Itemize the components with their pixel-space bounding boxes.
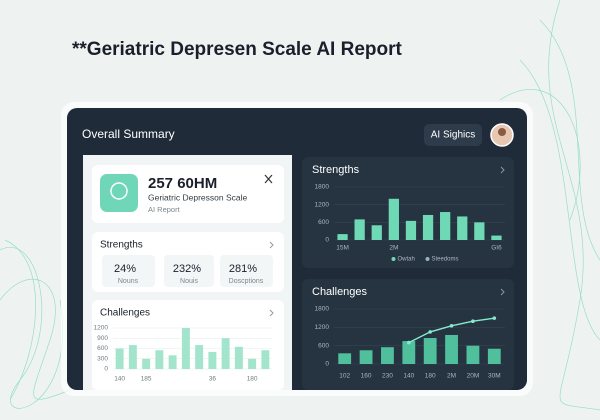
y-tick-label: 0	[325, 361, 329, 368]
bar	[195, 345, 204, 369]
x-tick-label: 230	[382, 373, 393, 380]
stat-label: Nouis	[180, 278, 198, 285]
bar	[354, 219, 365, 240]
x-tick-label: 180	[247, 376, 258, 383]
chevron[interactable]	[269, 241, 274, 249]
legend-label: Owtah	[398, 257, 415, 263]
bar	[422, 214, 434, 240]
stat-value: 232%	[173, 263, 201, 275]
summary-name: Geriatric Depresson Scale	[148, 192, 247, 202]
decor-waves	[0, 0, 600, 411]
y-tick-label: 600	[318, 219, 329, 226]
line-point	[407, 340, 411, 345]
chevron[interactable]	[500, 166, 505, 174]
stat-box	[102, 255, 155, 287]
line-point	[471, 319, 475, 324]
bar	[115, 348, 124, 369]
bar	[371, 225, 382, 240]
bar	[381, 347, 394, 364]
summary-card	[92, 165, 284, 223]
bar	[128, 345, 137, 369]
bar	[457, 216, 468, 240]
line-point	[428, 330, 432, 334]
bar	[405, 220, 417, 240]
y-tick-label: 900	[97, 335, 108, 342]
strengths-card-title: Strengths	[100, 240, 143, 251]
bar	[402, 341, 416, 364]
bar	[337, 234, 348, 240]
x-tick-label: 20M	[467, 373, 480, 380]
x-tick-label: 36	[209, 376, 217, 383]
bar	[155, 350, 164, 369]
line-point	[492, 316, 497, 320]
chevron[interactable]	[500, 288, 505, 296]
avatar-head	[498, 128, 506, 136]
chevron[interactable]	[269, 309, 274, 317]
bar	[359, 350, 373, 364]
stat-value: 24%	[114, 263, 136, 275]
x-tick-label: 15M	[336, 245, 349, 252]
bar	[168, 355, 177, 369]
y-tick-label: 0	[104, 366, 108, 373]
y-tick-label: 600	[318, 342, 329, 349]
bar	[487, 348, 501, 364]
bar	[440, 212, 451, 240]
summary-icon	[100, 174, 138, 212]
x-tick-label: 2M	[389, 245, 398, 252]
summary-sub: AI Report	[148, 205, 181, 214]
x-tick-label: 185	[141, 376, 152, 383]
x-tick-label: 102	[339, 373, 350, 380]
bar	[261, 350, 270, 369]
x-tick-label: 180	[425, 373, 436, 380]
stat-box	[164, 255, 214, 287]
ai-button[interactable]	[424, 124, 482, 146]
legend-swatch	[425, 257, 430, 261]
bar	[221, 338, 230, 369]
x-tick-label: 2M	[447, 373, 456, 380]
stat-value: 281%	[229, 263, 257, 275]
line-point	[449, 324, 454, 328]
stat-label: Nouns	[118, 278, 139, 285]
close-icon[interactable]	[264, 174, 273, 184]
summary-value: 257 60HM	[148, 175, 217, 192]
y-tick-label: 0	[325, 237, 329, 244]
ai-button-label[interactable]: AI Sighics	[431, 130, 475, 141]
legend-swatch	[391, 257, 396, 261]
y-tick-label: 1200	[315, 324, 330, 331]
y-tick-label: 600	[97, 345, 108, 352]
challenges-panel	[302, 279, 514, 390]
bar	[423, 338, 437, 364]
panel-title: Overall Summary	[82, 127, 175, 141]
bar	[466, 345, 480, 364]
bar	[388, 198, 399, 240]
bar	[445, 334, 458, 364]
bar	[181, 328, 190, 369]
legend-label: Steedoms	[432, 257, 459, 263]
bar	[208, 351, 217, 369]
page-title: **Geriatric Depresen Scale AI Report	[72, 39, 402, 60]
x-tick-label: 160	[361, 373, 372, 380]
bar	[474, 222, 485, 240]
y-tick-label: 1200	[315, 201, 330, 208]
chart-title: Challenges	[312, 286, 368, 298]
chart-title: Challenges	[100, 308, 150, 319]
x-tick-label: GI6	[491, 245, 502, 252]
x-tick-label: 140	[403, 373, 414, 380]
y-tick-label: 1200	[94, 325, 109, 332]
stat-box	[220, 255, 273, 287]
stat-label: Doscptions	[229, 278, 264, 285]
y-tick-label: 300	[97, 355, 108, 362]
y-tick-label: 1800	[315, 306, 330, 313]
chart-title: Strengths	[312, 164, 360, 176]
icon-head	[110, 182, 128, 200]
bar	[142, 358, 151, 369]
x-tick-label: 30M	[488, 373, 501, 380]
y-tick-label: 1800	[315, 184, 330, 191]
bar	[491, 235, 502, 240]
bar	[248, 358, 257, 369]
bar	[234, 346, 243, 369]
x-tick-label: 140	[114, 376, 125, 383]
bar	[338, 353, 352, 364]
